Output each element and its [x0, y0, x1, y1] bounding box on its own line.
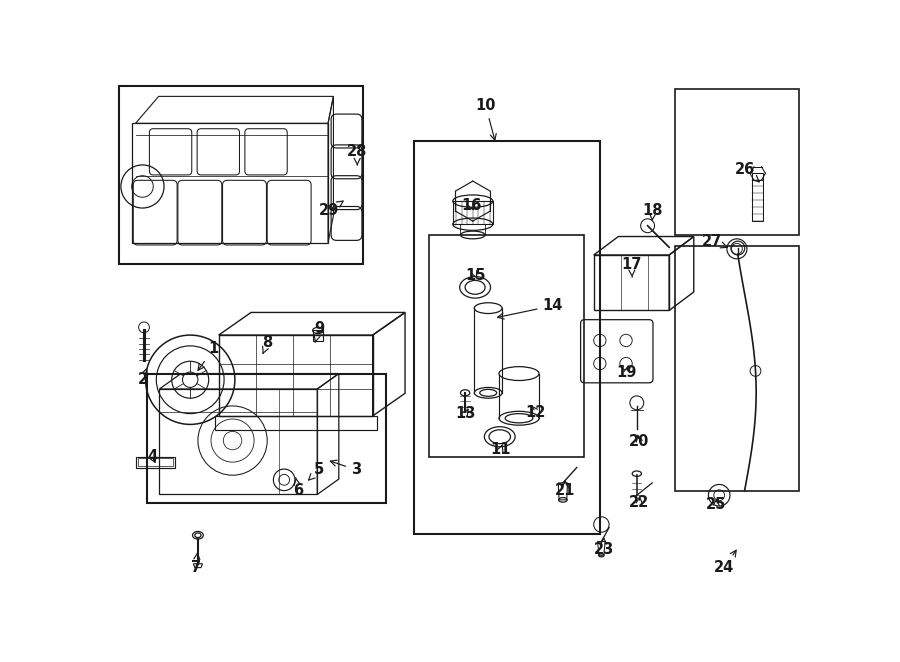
Text: 16: 16	[461, 198, 482, 213]
Bar	[413, 141, 599, 534]
Text: 20: 20	[629, 434, 650, 449]
Text: 1: 1	[198, 342, 219, 370]
Bar	[147, 373, 386, 503]
Text: 19: 19	[616, 365, 637, 379]
Bar	[136, 457, 175, 467]
Text: 25: 25	[706, 497, 726, 512]
Text: 18: 18	[643, 203, 663, 220]
Bar	[119, 85, 364, 264]
Text: 17: 17	[621, 257, 642, 277]
Text: 24: 24	[715, 550, 736, 575]
Text: 6: 6	[293, 477, 303, 498]
Text: 8: 8	[263, 335, 273, 354]
Text: 26: 26	[735, 162, 760, 182]
Text: 9: 9	[314, 322, 324, 342]
Text: 22: 22	[629, 495, 650, 510]
Text: 15: 15	[465, 267, 486, 283]
Bar	[138, 458, 174, 466]
Text: 10: 10	[475, 98, 496, 140]
Bar	[453, 201, 493, 224]
Text: 21: 21	[555, 481, 576, 498]
Bar	[675, 246, 798, 491]
Bar	[752, 173, 763, 221]
Text: 28: 28	[346, 144, 367, 165]
Text: 2: 2	[138, 369, 148, 387]
Text: 11: 11	[491, 442, 511, 457]
Bar	[675, 89, 798, 235]
Text: 3: 3	[330, 460, 361, 477]
Text: 12: 12	[526, 404, 546, 420]
Text: 14: 14	[498, 299, 562, 319]
Bar	[429, 235, 584, 457]
Text: 5: 5	[309, 462, 324, 480]
Text: 13: 13	[455, 406, 475, 421]
Text: 23: 23	[594, 538, 614, 557]
Text: 4: 4	[147, 449, 158, 464]
Text: 29: 29	[320, 201, 343, 218]
Text: 27: 27	[701, 234, 727, 249]
Text: 7: 7	[191, 553, 201, 575]
